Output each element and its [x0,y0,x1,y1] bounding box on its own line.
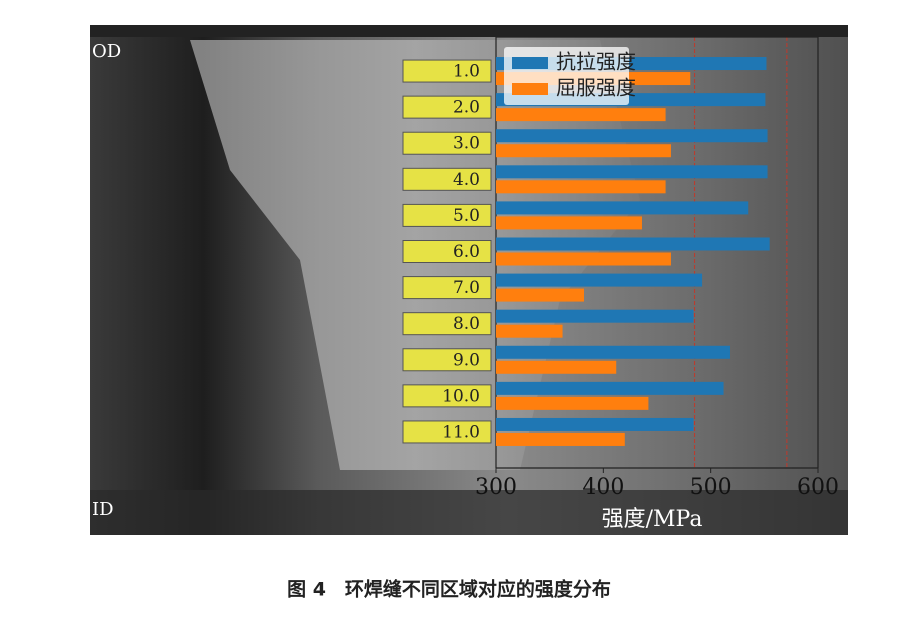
category-box [402,203,492,227]
legend-swatch [512,83,548,95]
x-tick-label: 300 [475,475,517,500]
category-box [402,276,492,300]
x-tick-label: 500 [690,475,732,500]
x-tick-label: 400 [582,475,624,500]
bar [496,309,694,323]
image-label: ID [92,499,114,520]
y-tick-label: 5.0 [453,206,480,226]
bar [496,180,666,194]
bar [496,273,703,287]
y-tick-label: 2.0 [453,98,480,118]
y-tick-label: 1.0 [453,62,480,82]
category-box [402,59,492,83]
plot: 300 400 500 600 强度/MPa 1.0 2.0 3.0 4.0 5.0 6.0 7.0 8… [402,36,839,532]
bar [496,216,642,230]
bar [496,201,749,215]
x-axis-label: 强度/MPa [602,507,703,532]
category-box [402,384,492,408]
image-label: OD [92,41,121,62]
bar [496,237,770,251]
bar [496,345,730,359]
bar [496,129,768,143]
y-tick-label: 11.0 [442,422,480,442]
y-tick-label: 4.0 [453,170,480,190]
category-box [402,420,492,444]
x-tick-label: 600 [797,475,839,500]
legend-label: 屈服强度 [556,76,636,100]
bar [496,417,694,431]
y-tick-label: 7.0 [453,278,480,298]
bar [496,360,617,374]
category-box [402,240,492,263]
legend-label: 抗拉强度 [556,50,636,74]
y-tick-label: 9.0 [453,350,480,370]
bar [496,432,625,446]
category-box [402,312,492,336]
bar [496,324,563,338]
y-tick-label: 6.0 [453,242,480,262]
category-box [402,167,492,191]
category-box [402,131,492,155]
bar [496,252,671,266]
bar [496,108,666,122]
top-edge [90,25,848,37]
bar [496,396,649,410]
bar [496,144,671,158]
bottom-edge [90,490,848,535]
category-box [402,348,492,372]
y-tick-label: 3.0 [453,134,480,154]
y-tick-label: 8.0 [453,314,480,334]
bar [496,288,585,302]
y-tick-label: 10.0 [442,386,480,406]
legend-swatch [512,57,548,69]
bar [496,165,768,179]
category-box [402,95,492,119]
caption: 图 4 环焊缝不同区域对应的强度分布 [287,578,611,601]
bar [496,381,724,395]
